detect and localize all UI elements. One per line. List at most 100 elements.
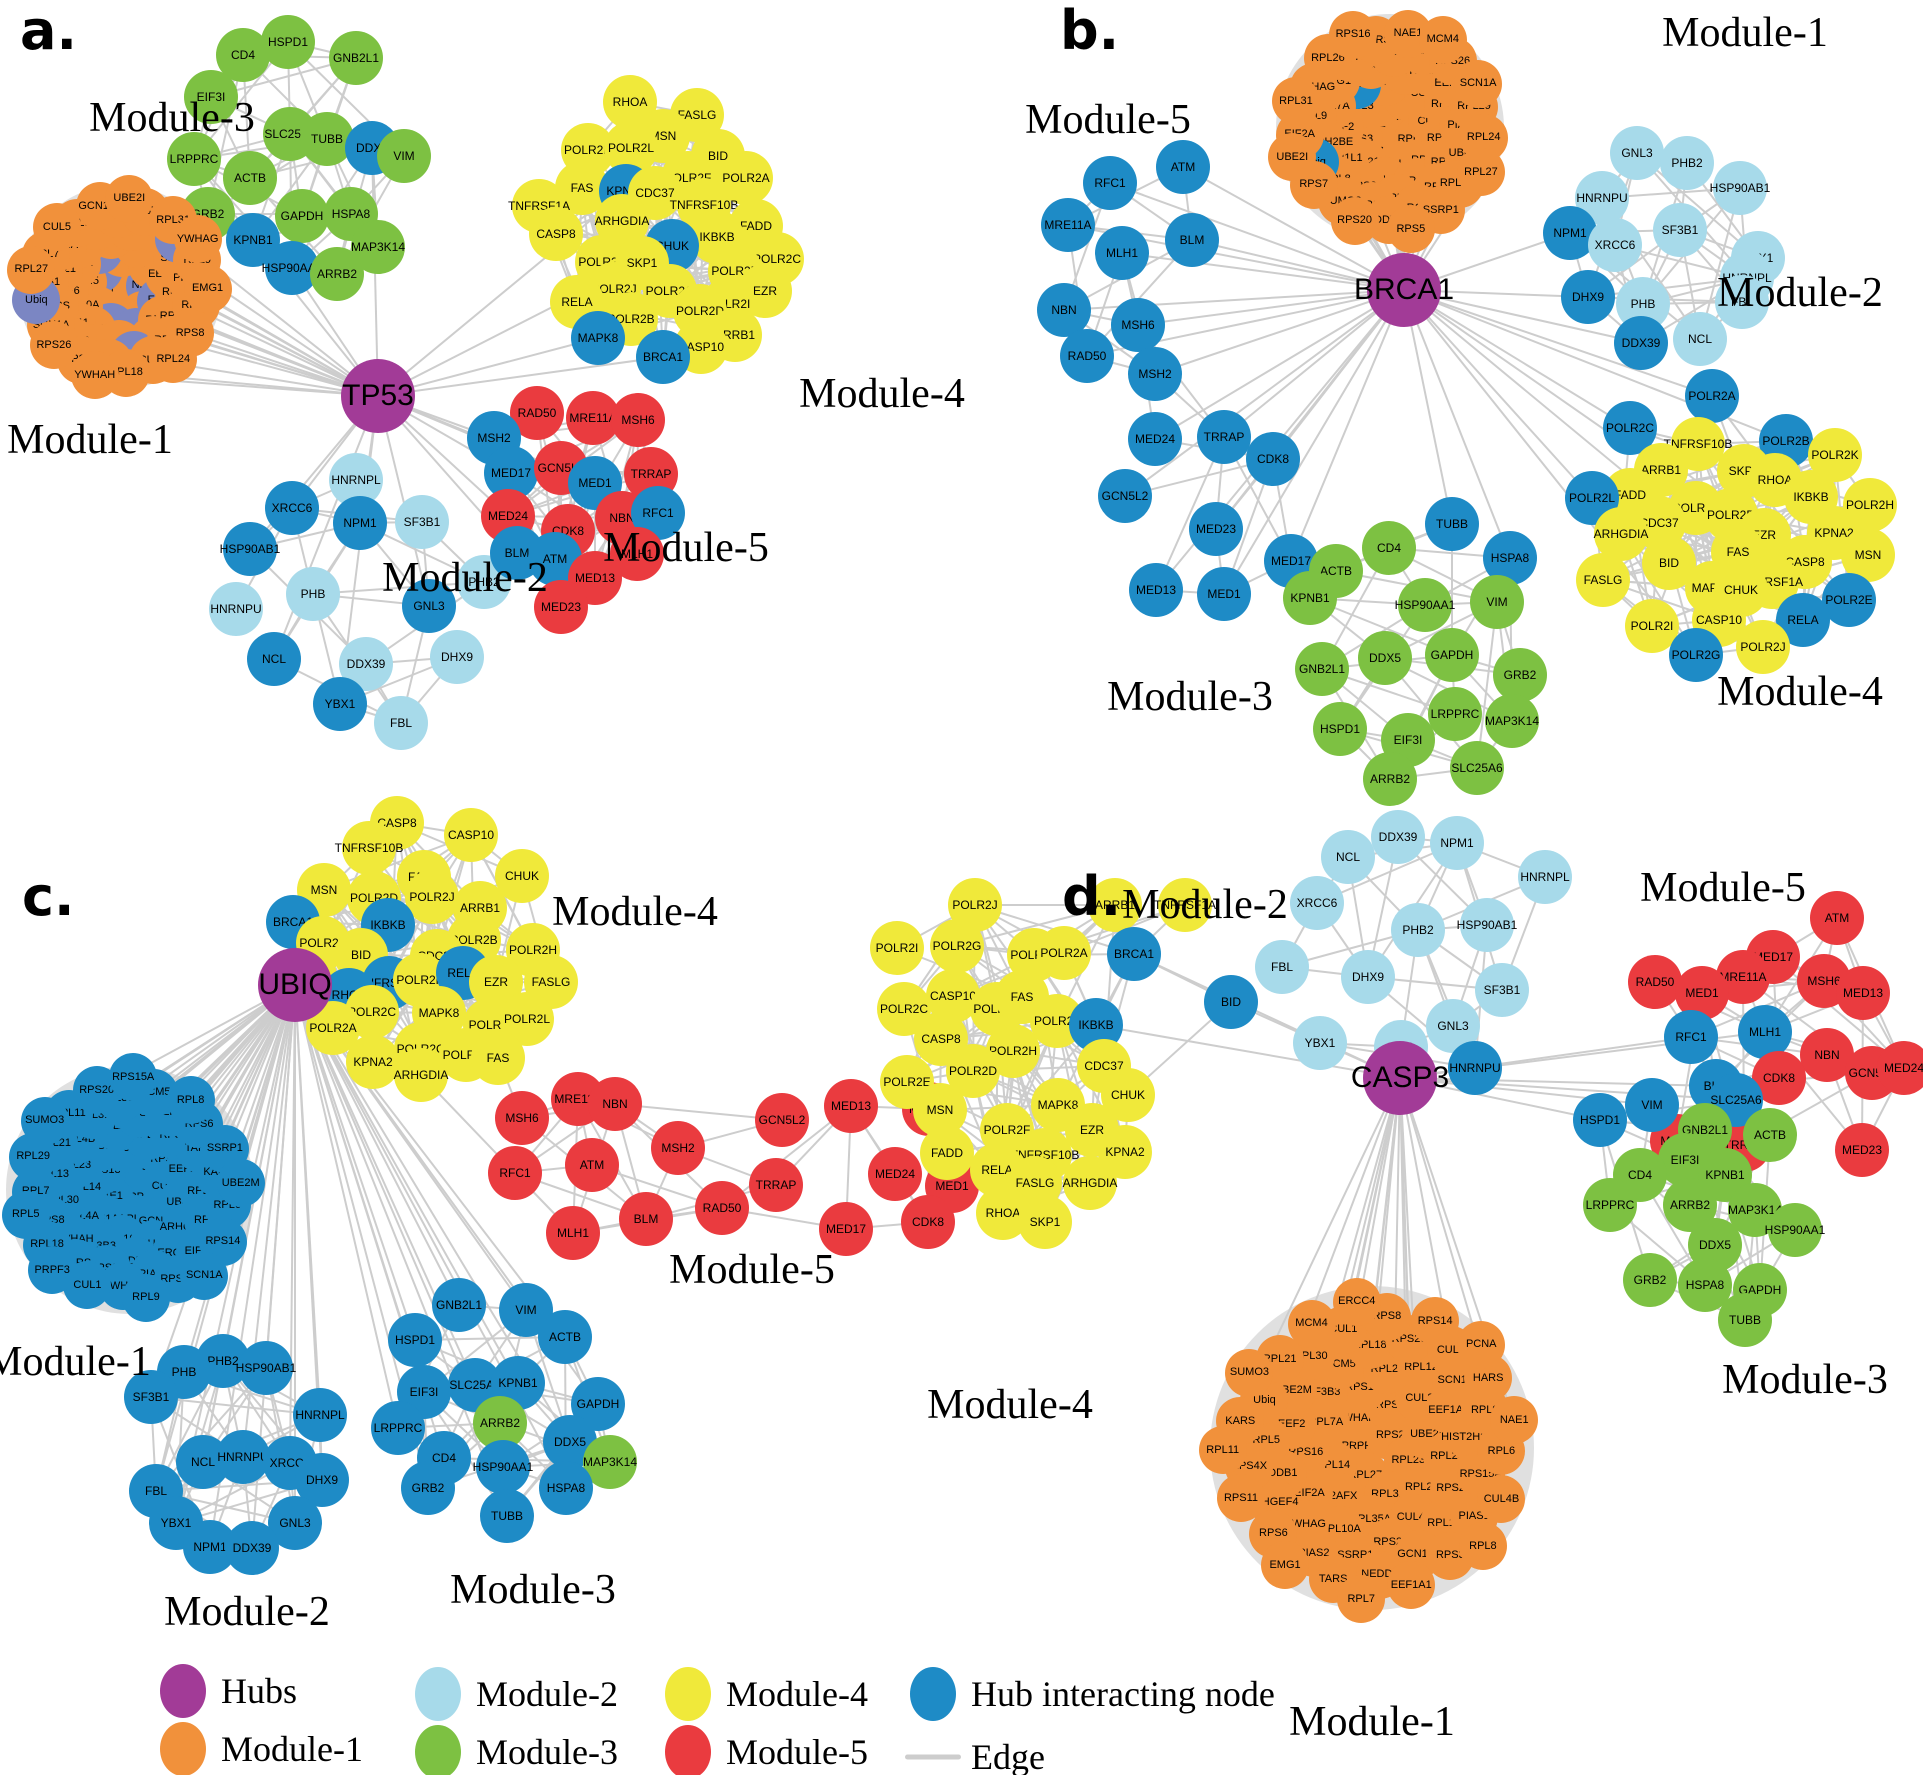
network-node[interactable]: GCN5L2 [1098,469,1152,523]
network-node[interactable]: RPL24 [149,335,198,384]
network-node[interactable]: ERCC4 [1332,1277,1381,1326]
network-node[interactable]: MED24 [868,1147,922,1201]
network-node[interactable]: FBL [374,696,428,750]
network-node[interactable]: MSH6 [495,1091,549,1145]
network-node[interactable]: ACTB [223,151,277,205]
network-node[interactable]: BID [1204,975,1258,1029]
network-node[interactable]: ACTB [1743,1108,1797,1162]
network-node[interactable]: NPM1 [1430,816,1484,870]
network-node[interactable]: DHX9 [430,630,484,684]
network-node[interactable]: SF3B1 [1475,963,1529,1017]
network-node[interactable]: MSH6 [1111,298,1165,352]
network-node[interactable]: CUL4B [1477,1475,1526,1523]
network-node[interactable]: NBN [1800,1028,1854,1082]
network-node[interactable]: MSH2 [651,1121,705,1175]
network-node[interactable]: LRPPRC [371,1401,425,1455]
network-node[interactable]: GCN5L2 [755,1093,809,1147]
network-node[interactable]: VIM [1625,1078,1679,1132]
network-node[interactable]: POLR2G [930,919,984,973]
network-node[interactable]: ARHGDIA [1063,1156,1117,1210]
network-node[interactable]: PHB2 [1391,903,1445,957]
network-node[interactable]: HSP90AB1 [220,522,280,576]
network-node[interactable]: CUL5 [32,203,81,252]
network-node[interactable]: YBX1 [313,677,367,731]
network-node[interactable]: GNB2L1 [329,31,383,85]
network-node[interactable]: RPL8 [166,1076,215,1125]
network-node[interactable]: TUBB [480,1489,534,1543]
network-node[interactable]: POLR2J [1736,620,1790,674]
network-node[interactable]: GNL3 [1610,126,1664,180]
network-node[interactable]: DDX5 [1358,631,1412,685]
network-node[interactable]: RPL11 [1198,1426,1247,1475]
network-node[interactable]: BRCA1 [1107,927,1161,981]
network-node[interactable]: YWHAH [70,351,119,400]
network-node[interactable]: KPNB1 [1283,571,1337,625]
network-node[interactable]: MED24 [1877,1041,1923,1095]
network-node[interactable]: LRPPRC [1428,687,1482,741]
network-node[interactable]: ATM [565,1138,619,1192]
network-node[interactable]: MLH1 [1738,1005,1792,1059]
network-node[interactable]: RPL27 [7,245,56,294]
network-node[interactable]: MED23 [1189,502,1243,556]
network-node[interactable]: HSPD1 [261,15,315,69]
network-node[interactable]: MCM4 [1418,15,1467,64]
network-node[interactable]: MED1 [1675,966,1729,1020]
network-node[interactable]: RPL7 [1337,1575,1386,1624]
network-node[interactable]: GRB2 [401,1461,455,1515]
network-node[interactable]: HSPD1 [1313,702,1367,756]
network-node[interactable]: DDX39 [1371,810,1425,864]
network-node[interactable]: RPL8 [1458,1522,1507,1571]
network-node[interactable]: RAD50 [510,386,564,440]
network-node[interactable]: RFC1 [1083,156,1137,210]
network-node[interactable]: MSH2 [1128,347,1182,401]
network-node[interactable]: MRE11A [1716,950,1770,1004]
network-node[interactable]: RPS7 [1289,160,1338,209]
network-node[interactable]: TNFRSF10B [1664,417,1732,471]
network-node[interactable]: SF3B1 [395,495,449,549]
network-node[interactable]: HSPA8 [539,1461,593,1515]
network-node[interactable]: MED23 [1835,1123,1889,1177]
network-node[interactable]: ATM [1156,140,1210,194]
network-node[interactable]: SF3B1 [124,1370,178,1424]
network-node[interactable]: HNRNPL [1518,850,1572,904]
network-node[interactable]: HSP90AA1 [1765,1203,1825,1257]
network-node[interactable]: MED13 [1836,966,1890,1020]
network-node[interactable]: TRRAP [749,1158,803,1212]
network-node[interactable]: SUMO3 [20,1096,69,1145]
network-node[interactable]: LRPPRC [167,132,221,186]
network-node[interactable]: MED17 [819,1202,873,1256]
network-node[interactable]: MED13 [1129,563,1183,617]
network-node[interactable]: PRPF3 [28,1246,77,1295]
network-node[interactable]: LRPPRC [1583,1178,1637,1232]
network-node[interactable]: NCL [1673,312,1727,366]
network-node[interactable]: TUBB [1425,497,1479,551]
network-node[interactable]: UBE2I [1268,133,1317,182]
network-node[interactable]: RFC1 [1664,1010,1718,1064]
network-node[interactable]: SF3B1 [1653,203,1707,257]
network-node[interactable]: UBE2I [105,174,154,223]
network-node[interactable]: POLR2L [500,992,554,1046]
network-node[interactable]: POLR2I [870,921,924,975]
network-node[interactable]: RPL5 [1,1190,50,1239]
network-node[interactable]: GNB2L1 [1295,642,1349,696]
network-node[interactable]: DHX9 [1341,950,1395,1004]
network-node[interactable]: EIF3I [184,70,238,124]
network-node[interactable]: POLR2D [347,871,401,925]
hub-node[interactable]: TP53 [341,359,415,433]
network-node[interactable]: FAS [471,1031,525,1085]
network-node[interactable]: FBL [1715,275,1769,329]
network-node[interactable]: RPS11 [1217,1474,1265,1523]
hub-node[interactable]: CASP3 [1351,1041,1449,1115]
network-node[interactable]: HSP90AB1 [236,1341,296,1395]
network-node[interactable]: SCN1A [1454,59,1503,108]
network-node[interactable]: POLR2A [1037,926,1091,980]
network-node[interactable]: NCL [247,632,301,686]
network-node[interactable]: MLH1 [546,1206,600,1260]
network-node[interactable]: HNRNPU [209,582,263,636]
network-node[interactable]: MSH6 [611,393,665,447]
network-node[interactable]: CDK8 [1246,432,1300,486]
network-node[interactable]: HSPD1 [388,1313,442,1367]
network-node[interactable]: HNRNPL [293,1388,347,1442]
network-node[interactable]: ARHGDIA [394,1048,448,1102]
network-node[interactable]: KPNA2 [346,1035,400,1089]
